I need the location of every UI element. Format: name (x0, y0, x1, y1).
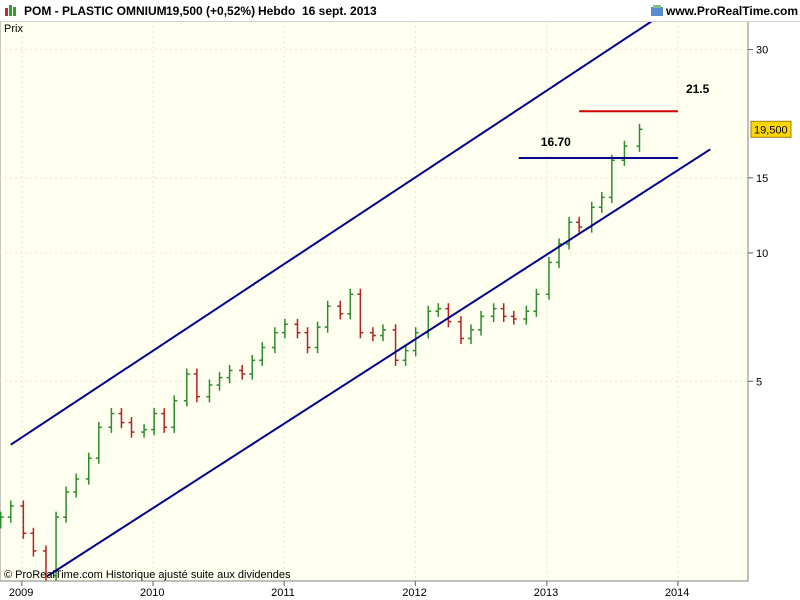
quote-text: 19,500 (+0,52%) (166, 4, 256, 18)
refresh-icon[interactable] (650, 4, 664, 17)
channel-line (47, 148, 711, 577)
x-tick-label: 2012 (402, 587, 426, 599)
channel-line (10, 17, 657, 446)
y-tick-label: 5 (756, 376, 762, 388)
last-price-tag (750, 120, 792, 138)
symbol-title: POM - PLASTIC OMNIUM (24, 4, 167, 18)
x-axis: 2009 2010 2011 2012 2013 2014 (0, 580, 748, 599)
site-link[interactable]: www.ProRealTime.com (666, 4, 799, 18)
candles-layer (0, 123, 643, 582)
level-label: 21.5 (686, 82, 710, 96)
grid-layer (0, 21, 748, 581)
x-tick-label: 2013 (534, 587, 558, 599)
last-price-label: 19,500 (754, 124, 788, 136)
level-label: 16.70 (541, 135, 571, 149)
x-tick-label: 2010 (140, 587, 164, 599)
x-tick-label: 2009 (9, 587, 33, 599)
chart-icon (5, 5, 16, 16)
y-axis: 5 10 15 30 19,500 (747, 21, 792, 581)
panel-label: Prix (4, 23, 23, 35)
x-tick-label: 2011 (271, 587, 295, 599)
date-label: 16 sept. 2013 (302, 4, 377, 18)
footer-note: © ProRealTime.com Historique ajusté suit… (4, 569, 291, 581)
plot-area (0, 20, 749, 582)
y-tick-label: 30 (756, 45, 768, 57)
x-tick-label: 2014 (665, 587, 689, 599)
period-label: Hebdo (258, 4, 296, 18)
header-bar: POM - PLASTIC OMNIUM 19,500 (+0,52%) Heb… (0, 0, 800, 22)
annotation-layer: 16.70 21.5 (10, 17, 711, 577)
y-tick-label: 15 (756, 173, 768, 185)
y-tick-label: 10 (756, 248, 768, 260)
